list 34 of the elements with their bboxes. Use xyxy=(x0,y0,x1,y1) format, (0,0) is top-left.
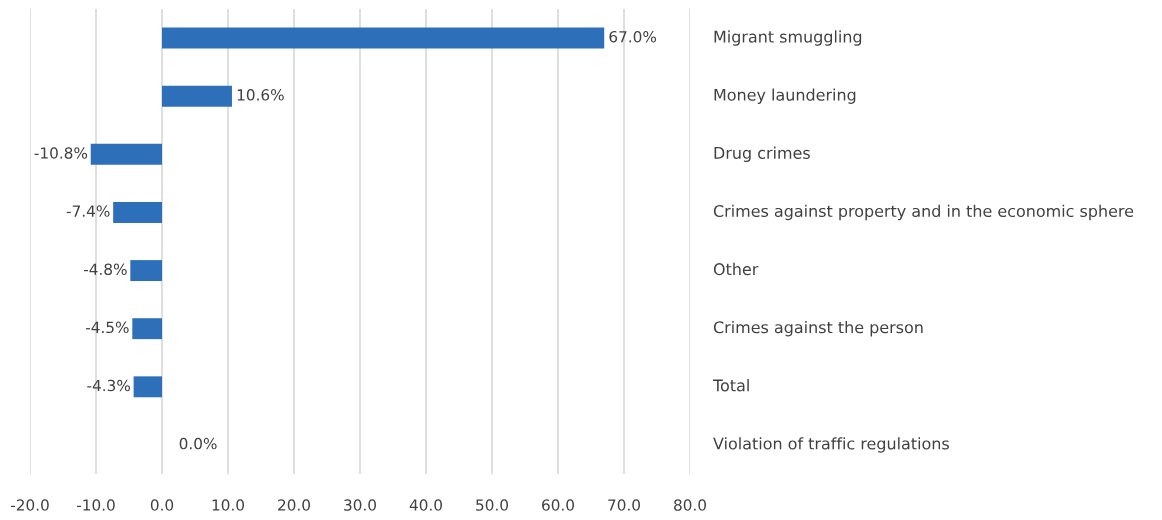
x-tick-label: 20.0 xyxy=(278,499,310,511)
bar xyxy=(133,376,162,398)
x-tick-label: -10.0 xyxy=(76,499,115,511)
y-tick-label: Crimes against property and in the economic sphere xyxy=(713,204,1134,221)
data-label: 67.0% xyxy=(609,30,657,43)
x-tick-label: 80.0 xyxy=(674,499,706,511)
x-tick-label: 60.0 xyxy=(542,499,574,511)
x-tick-label: -20.0 xyxy=(10,499,49,511)
bar xyxy=(162,27,605,49)
x-tick-label: 50.0 xyxy=(476,499,508,511)
bar xyxy=(90,143,162,165)
data-label: -4.8% xyxy=(83,263,127,275)
y-tick-label: Drug crimes xyxy=(714,146,810,163)
y-tick-label: Total xyxy=(712,379,749,392)
x-tick-label: 40.0 xyxy=(409,499,442,511)
bar xyxy=(132,318,162,340)
data-label: -4.3% xyxy=(87,379,130,392)
data-label: -4.5% xyxy=(85,321,129,334)
y-tick-label: Other xyxy=(713,262,759,276)
data-label: 0.0% xyxy=(179,437,217,450)
y-tick-label: Violation of traffic regulations xyxy=(713,437,949,453)
bar xyxy=(113,201,162,223)
y-tick-label: Money laundering xyxy=(714,88,856,104)
bar xyxy=(130,260,162,282)
y-tick-label: Crimes against the person xyxy=(713,320,923,337)
x-tick-label: 70.0 xyxy=(608,499,640,511)
x-tick-label: 30.0 xyxy=(344,499,376,511)
data-label: -10.8% xyxy=(34,147,88,159)
bar xyxy=(162,85,232,107)
x-tick-label: 10.0 xyxy=(212,499,244,511)
x-tick-label: 0.0 xyxy=(150,499,174,511)
data-label: 10.6% xyxy=(237,89,284,101)
y-tick-label: Migrant smuggling xyxy=(714,30,862,46)
data-label: -7.4% xyxy=(66,205,110,217)
